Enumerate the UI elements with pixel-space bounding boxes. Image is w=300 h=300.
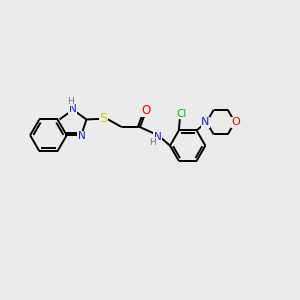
Text: O: O — [141, 103, 150, 116]
Text: N: N — [78, 131, 86, 142]
Text: H: H — [67, 97, 74, 106]
Text: Cl: Cl — [176, 109, 187, 119]
Text: S: S — [100, 112, 107, 125]
Text: N: N — [154, 131, 162, 142]
Text: N: N — [68, 103, 76, 113]
Text: O: O — [232, 117, 240, 127]
Text: H: H — [150, 138, 156, 147]
Text: N: N — [201, 117, 210, 127]
